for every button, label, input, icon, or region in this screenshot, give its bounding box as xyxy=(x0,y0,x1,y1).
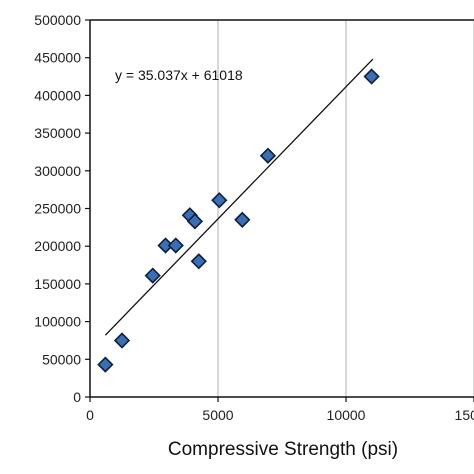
trendline-equation: y = 35.037x + 61018 xyxy=(115,67,243,83)
y-tick-label: 450000 xyxy=(34,50,81,66)
data-point xyxy=(211,192,228,209)
y-tick-label: 400000 xyxy=(34,87,81,103)
x-tick-label: 10000 xyxy=(327,407,366,423)
trendline-group xyxy=(104,58,374,336)
data-points xyxy=(97,68,380,373)
y-tick-label: 100000 xyxy=(34,314,81,330)
y-tick-label: 500000 xyxy=(34,12,81,28)
x-axis-label: Compressive Strength (psi) xyxy=(168,439,398,460)
x-tick-label: 0 xyxy=(86,407,94,423)
y-tick-label: 150000 xyxy=(34,276,81,292)
data-point xyxy=(186,213,204,230)
trendline xyxy=(104,58,374,336)
y-tick-label: 350000 xyxy=(34,125,81,141)
data-point xyxy=(144,267,161,284)
gridlines xyxy=(217,20,474,397)
data-point xyxy=(259,147,277,164)
data-point xyxy=(363,68,380,85)
data-point xyxy=(190,253,207,270)
axes xyxy=(85,19,474,402)
y-tick-label: 300000 xyxy=(34,163,81,179)
plot-background xyxy=(90,20,474,397)
y-tick-labels: 0 50000 100000 150000 200000 250000 300000 3500… xyxy=(34,12,81,405)
y-tick-label: 200000 xyxy=(34,238,81,254)
data-point xyxy=(234,211,251,228)
y-tick-label: 0 xyxy=(73,389,81,405)
data-point xyxy=(167,237,184,254)
data-point xyxy=(97,356,114,373)
x-tick-label: 15000 xyxy=(455,407,474,423)
data-point xyxy=(113,332,131,349)
y-tick-label: 250000 xyxy=(34,201,81,217)
y-tick-label: 50000 xyxy=(42,351,81,367)
x-tick-labels: 0 5000 10000 15000 xyxy=(86,407,474,423)
x-tick-label: 5000 xyxy=(202,407,233,423)
